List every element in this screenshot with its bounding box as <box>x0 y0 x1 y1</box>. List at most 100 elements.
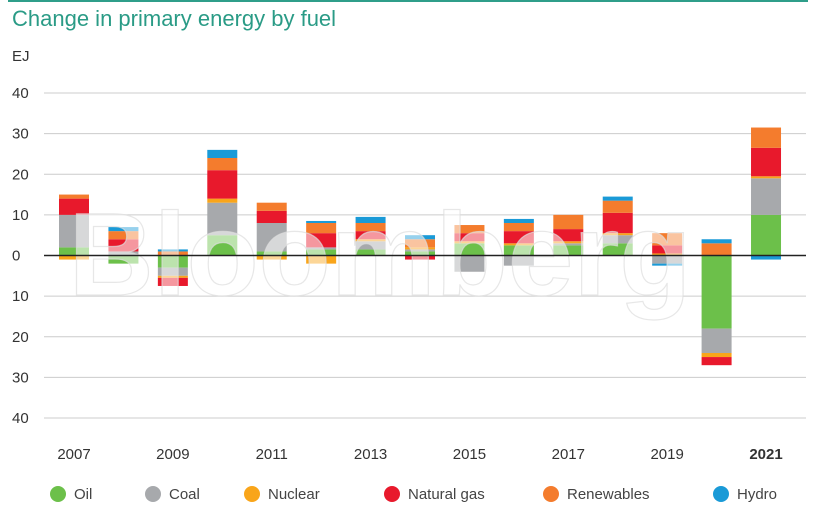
bar-segment <box>207 202 238 236</box>
x-tick-label: 2017 <box>552 446 585 463</box>
bar-segment <box>553 241 584 244</box>
legend-item: Nuclear <box>244 482 320 506</box>
bar-segment <box>553 229 584 242</box>
legend-label: Hydro <box>737 485 778 503</box>
bar-segment <box>602 200 633 213</box>
bar-segment <box>306 249 337 256</box>
bar-segment <box>751 147 782 177</box>
x-tick-label: 2021 <box>749 446 782 463</box>
bar-segment <box>652 255 683 264</box>
y-tick-label: 20 <box>12 166 29 183</box>
bar-segment <box>59 214 89 248</box>
legend-item: Oil <box>50 482 92 506</box>
bar-segment <box>207 235 238 256</box>
legend-swatch <box>384 486 400 502</box>
bar-segment <box>503 245 534 256</box>
bar-segment <box>59 198 89 215</box>
y-tick-label: 40 <box>12 410 29 427</box>
bar-segment <box>553 245 584 256</box>
bar-segment <box>701 353 732 358</box>
bar-segment <box>355 223 386 232</box>
bar-segment <box>652 253 683 256</box>
x-tick-label: 2007 <box>57 446 90 463</box>
y-tick-label: 10 <box>12 207 29 224</box>
bar-segment <box>602 243 633 256</box>
bar-segment <box>108 227 139 232</box>
bar-segment <box>355 241 386 250</box>
bar-segment <box>503 223 534 232</box>
bar-segment <box>157 251 188 256</box>
bar-segment <box>503 218 534 223</box>
bar-segment <box>553 243 584 246</box>
title-rule <box>8 0 808 2</box>
x-tick-label: 2013 <box>354 446 387 463</box>
legend-swatch <box>50 486 66 502</box>
bar-segment <box>355 231 386 240</box>
bar-segment <box>157 267 188 276</box>
bar-segment <box>602 212 633 234</box>
bar-segment <box>602 235 633 244</box>
bar-segment <box>405 247 436 250</box>
bar-segment <box>405 239 436 248</box>
bar-segment <box>751 178 782 215</box>
bar-segment <box>454 241 485 244</box>
bar-segment <box>306 223 337 234</box>
legend-label: Coal <box>169 485 200 503</box>
bar-segment <box>701 328 732 353</box>
bar-segment <box>59 194 89 199</box>
bar-segment <box>751 214 782 256</box>
legend-swatch <box>244 486 260 502</box>
legend-swatch <box>543 486 559 502</box>
chart-title: Change in primary energy by fuel <box>12 6 337 31</box>
bar-segment <box>207 170 238 199</box>
bar-segment <box>306 220 337 223</box>
y-tick-label: 40 <box>12 85 29 102</box>
bar-segment <box>503 255 534 266</box>
bar-segment <box>454 255 485 272</box>
legend-label: Nuclear <box>268 485 320 503</box>
bar-segment <box>652 263 683 266</box>
legend-label: Renewables <box>567 485 650 503</box>
legend-item: Coal <box>145 482 200 506</box>
bar-segment <box>355 249 386 256</box>
x-tick-label: 2019 <box>650 446 683 463</box>
legend-label: Oil <box>74 485 93 503</box>
bar-segment <box>108 255 139 264</box>
y-axis-unit-label: EJ <box>12 48 30 65</box>
bar-segment <box>503 243 534 246</box>
bar-segment <box>701 255 732 329</box>
bar-segment <box>405 235 436 240</box>
bar-segment <box>59 247 89 256</box>
y-tick-label: 30 <box>12 369 29 386</box>
bar-segment <box>157 249 188 252</box>
bar-segment <box>108 231 139 240</box>
bar-segment <box>256 210 287 223</box>
x-tick-label: 2011 <box>256 446 288 463</box>
bar-segment <box>652 245 683 254</box>
bar-segment <box>405 249 436 252</box>
bar-segment <box>256 255 287 260</box>
bar-segment <box>256 223 287 252</box>
bar-segment <box>553 214 584 230</box>
bar-segment <box>751 127 782 148</box>
bar-segment <box>652 233 683 246</box>
bar-segment <box>751 176 782 179</box>
bar-segment <box>701 243 732 256</box>
bar-segment <box>306 233 337 248</box>
bar-segment <box>701 239 732 244</box>
bar-segment <box>108 251 139 256</box>
bar-segment <box>157 277 188 286</box>
y-tick-label: 10 <box>12 288 29 305</box>
bar-segment <box>355 216 386 223</box>
legend: Oil Coal Nuclear Natural gas Renewables Hydro <box>50 482 810 506</box>
legend-item: Hydro <box>713 482 777 506</box>
bar-segment <box>701 357 732 366</box>
legend-item: Natural gas <box>384 482 485 506</box>
bar-segment <box>454 233 485 242</box>
bar-segment <box>602 233 633 236</box>
bar-segment <box>454 243 485 256</box>
y-axis-tick-labels: 40 30 20 10 0 10 20 30 40 <box>12 85 29 427</box>
y-tick-label: 20 <box>12 329 29 346</box>
bar-segment <box>306 255 337 264</box>
